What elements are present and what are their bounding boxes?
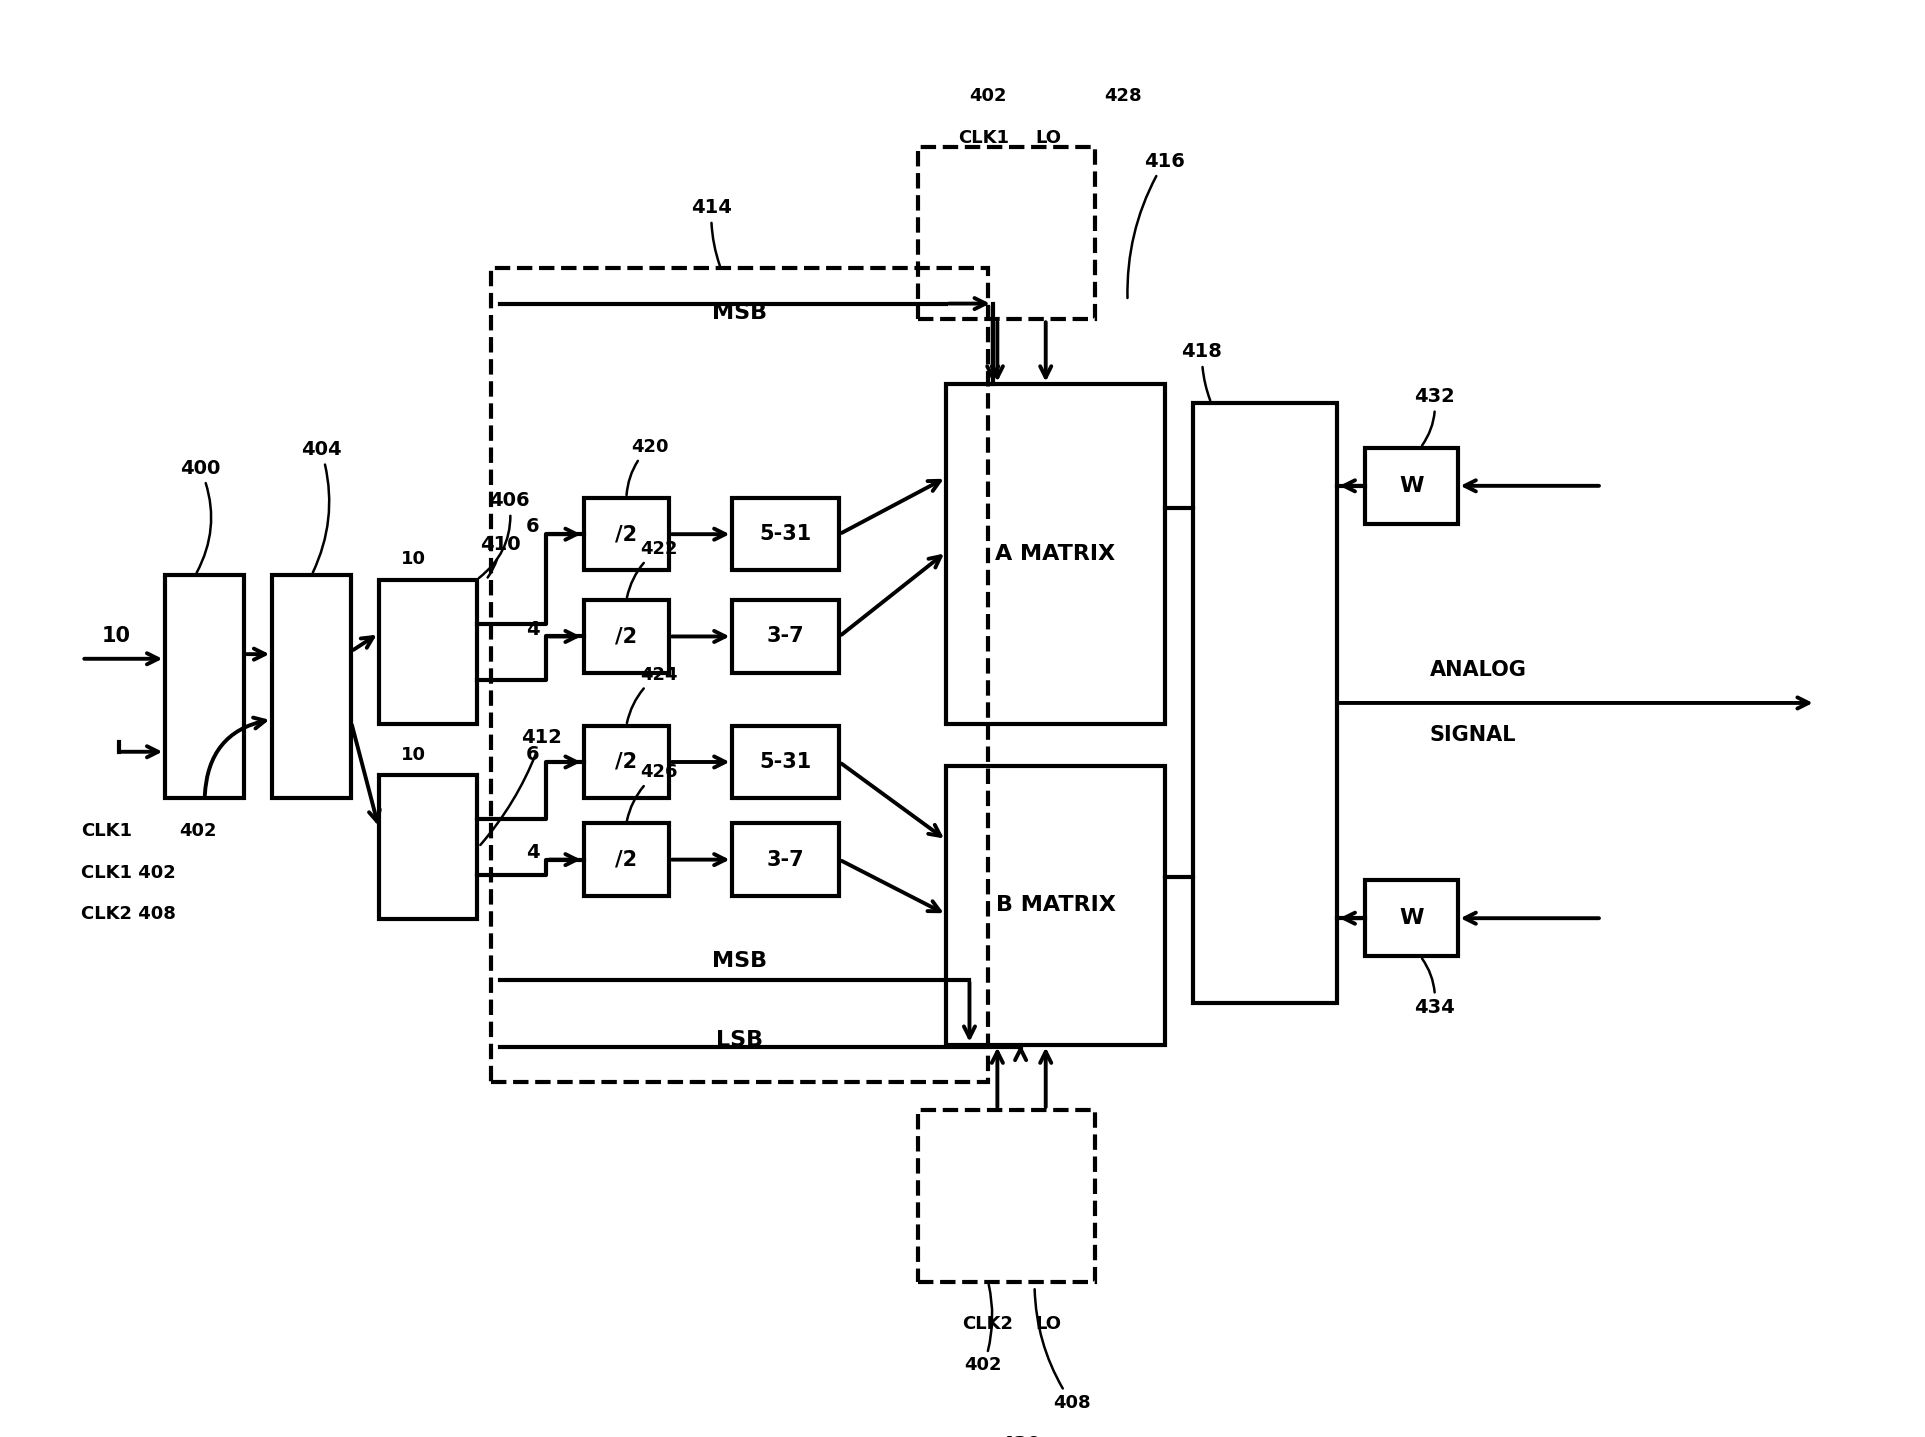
Text: 402: 402	[970, 88, 1007, 105]
Bar	[271, 575, 350, 799]
Bar	[583, 823, 670, 895]
Text: 414: 414	[691, 198, 732, 266]
Bar	[379, 775, 477, 920]
Text: 5-31: 5-31	[760, 525, 812, 545]
Text: LO: LO	[1036, 1315, 1061, 1332]
Text: 430: 430	[1001, 1436, 1041, 1437]
Text: CLK2 408: CLK2 408	[81, 905, 177, 924]
Text: 422: 422	[628, 540, 678, 598]
Text: ANALOG: ANALOG	[1430, 661, 1527, 680]
Text: 404: 404	[300, 440, 341, 572]
Text: /2: /2	[616, 525, 637, 545]
Text: 4: 4	[526, 619, 539, 638]
Text: SIGNAL: SIGNAL	[1430, 726, 1517, 746]
Text: 424: 424	[628, 665, 678, 723]
Text: 402: 402	[179, 822, 218, 839]
Text: 408: 408	[1034, 1289, 1091, 1411]
Bar	[1194, 402, 1336, 1003]
Text: 434: 434	[1415, 958, 1455, 1017]
Text: 10: 10	[102, 625, 131, 645]
Bar	[918, 148, 1095, 319]
Bar	[732, 823, 839, 895]
Bar	[947, 385, 1165, 724]
Bar	[583, 601, 670, 673]
Text: 426: 426	[628, 763, 678, 821]
Text: 428: 428	[1105, 88, 1142, 105]
Text: 6: 6	[526, 744, 539, 764]
Text: CLK1: CLK1	[959, 129, 1009, 147]
Bar	[918, 1109, 1095, 1282]
Bar	[732, 726, 839, 799]
Bar	[583, 726, 670, 799]
Bar	[732, 499, 839, 570]
Text: 418: 418	[1182, 342, 1222, 401]
Text: 3-7: 3-7	[766, 849, 805, 869]
Text: CLK1: CLK1	[81, 822, 133, 839]
Bar	[1365, 879, 1457, 957]
Text: W: W	[1399, 908, 1423, 928]
Text: A MATRIX: A MATRIX	[995, 545, 1116, 565]
Text: 402: 402	[964, 1285, 1003, 1374]
Text: 420: 420	[626, 438, 668, 496]
Text: 4: 4	[526, 842, 539, 862]
Text: LSB: LSB	[716, 1030, 762, 1050]
Text: 432: 432	[1415, 387, 1455, 445]
Text: B MATRIX: B MATRIX	[995, 895, 1115, 915]
Bar	[583, 499, 670, 570]
Text: /2: /2	[616, 752, 637, 772]
Text: 6: 6	[526, 517, 539, 536]
Text: 10: 10	[402, 550, 427, 568]
Text: 5-31: 5-31	[760, 752, 812, 772]
Text: LO: LO	[1036, 129, 1061, 147]
Text: /2: /2	[616, 627, 637, 647]
Text: 10: 10	[402, 746, 427, 763]
Text: 410: 410	[479, 535, 520, 578]
Bar	[491, 269, 988, 1082]
Text: 416: 416	[1128, 152, 1186, 297]
Bar	[379, 579, 477, 724]
Bar	[166, 575, 244, 799]
Text: W: W	[1399, 476, 1423, 496]
Bar	[1365, 448, 1457, 525]
Text: MSB: MSB	[712, 303, 766, 323]
Text: MSB: MSB	[712, 951, 766, 971]
Text: 400: 400	[179, 458, 219, 573]
Text: /2: /2	[616, 849, 637, 869]
Text: 3-7: 3-7	[766, 627, 805, 647]
Text: 406: 406	[479, 491, 529, 578]
Bar	[947, 766, 1165, 1045]
Text: CLK1 402: CLK1 402	[81, 864, 177, 882]
Text: 412: 412	[481, 729, 562, 845]
Text: CLK2: CLK2	[962, 1315, 1014, 1332]
Bar	[732, 601, 839, 673]
